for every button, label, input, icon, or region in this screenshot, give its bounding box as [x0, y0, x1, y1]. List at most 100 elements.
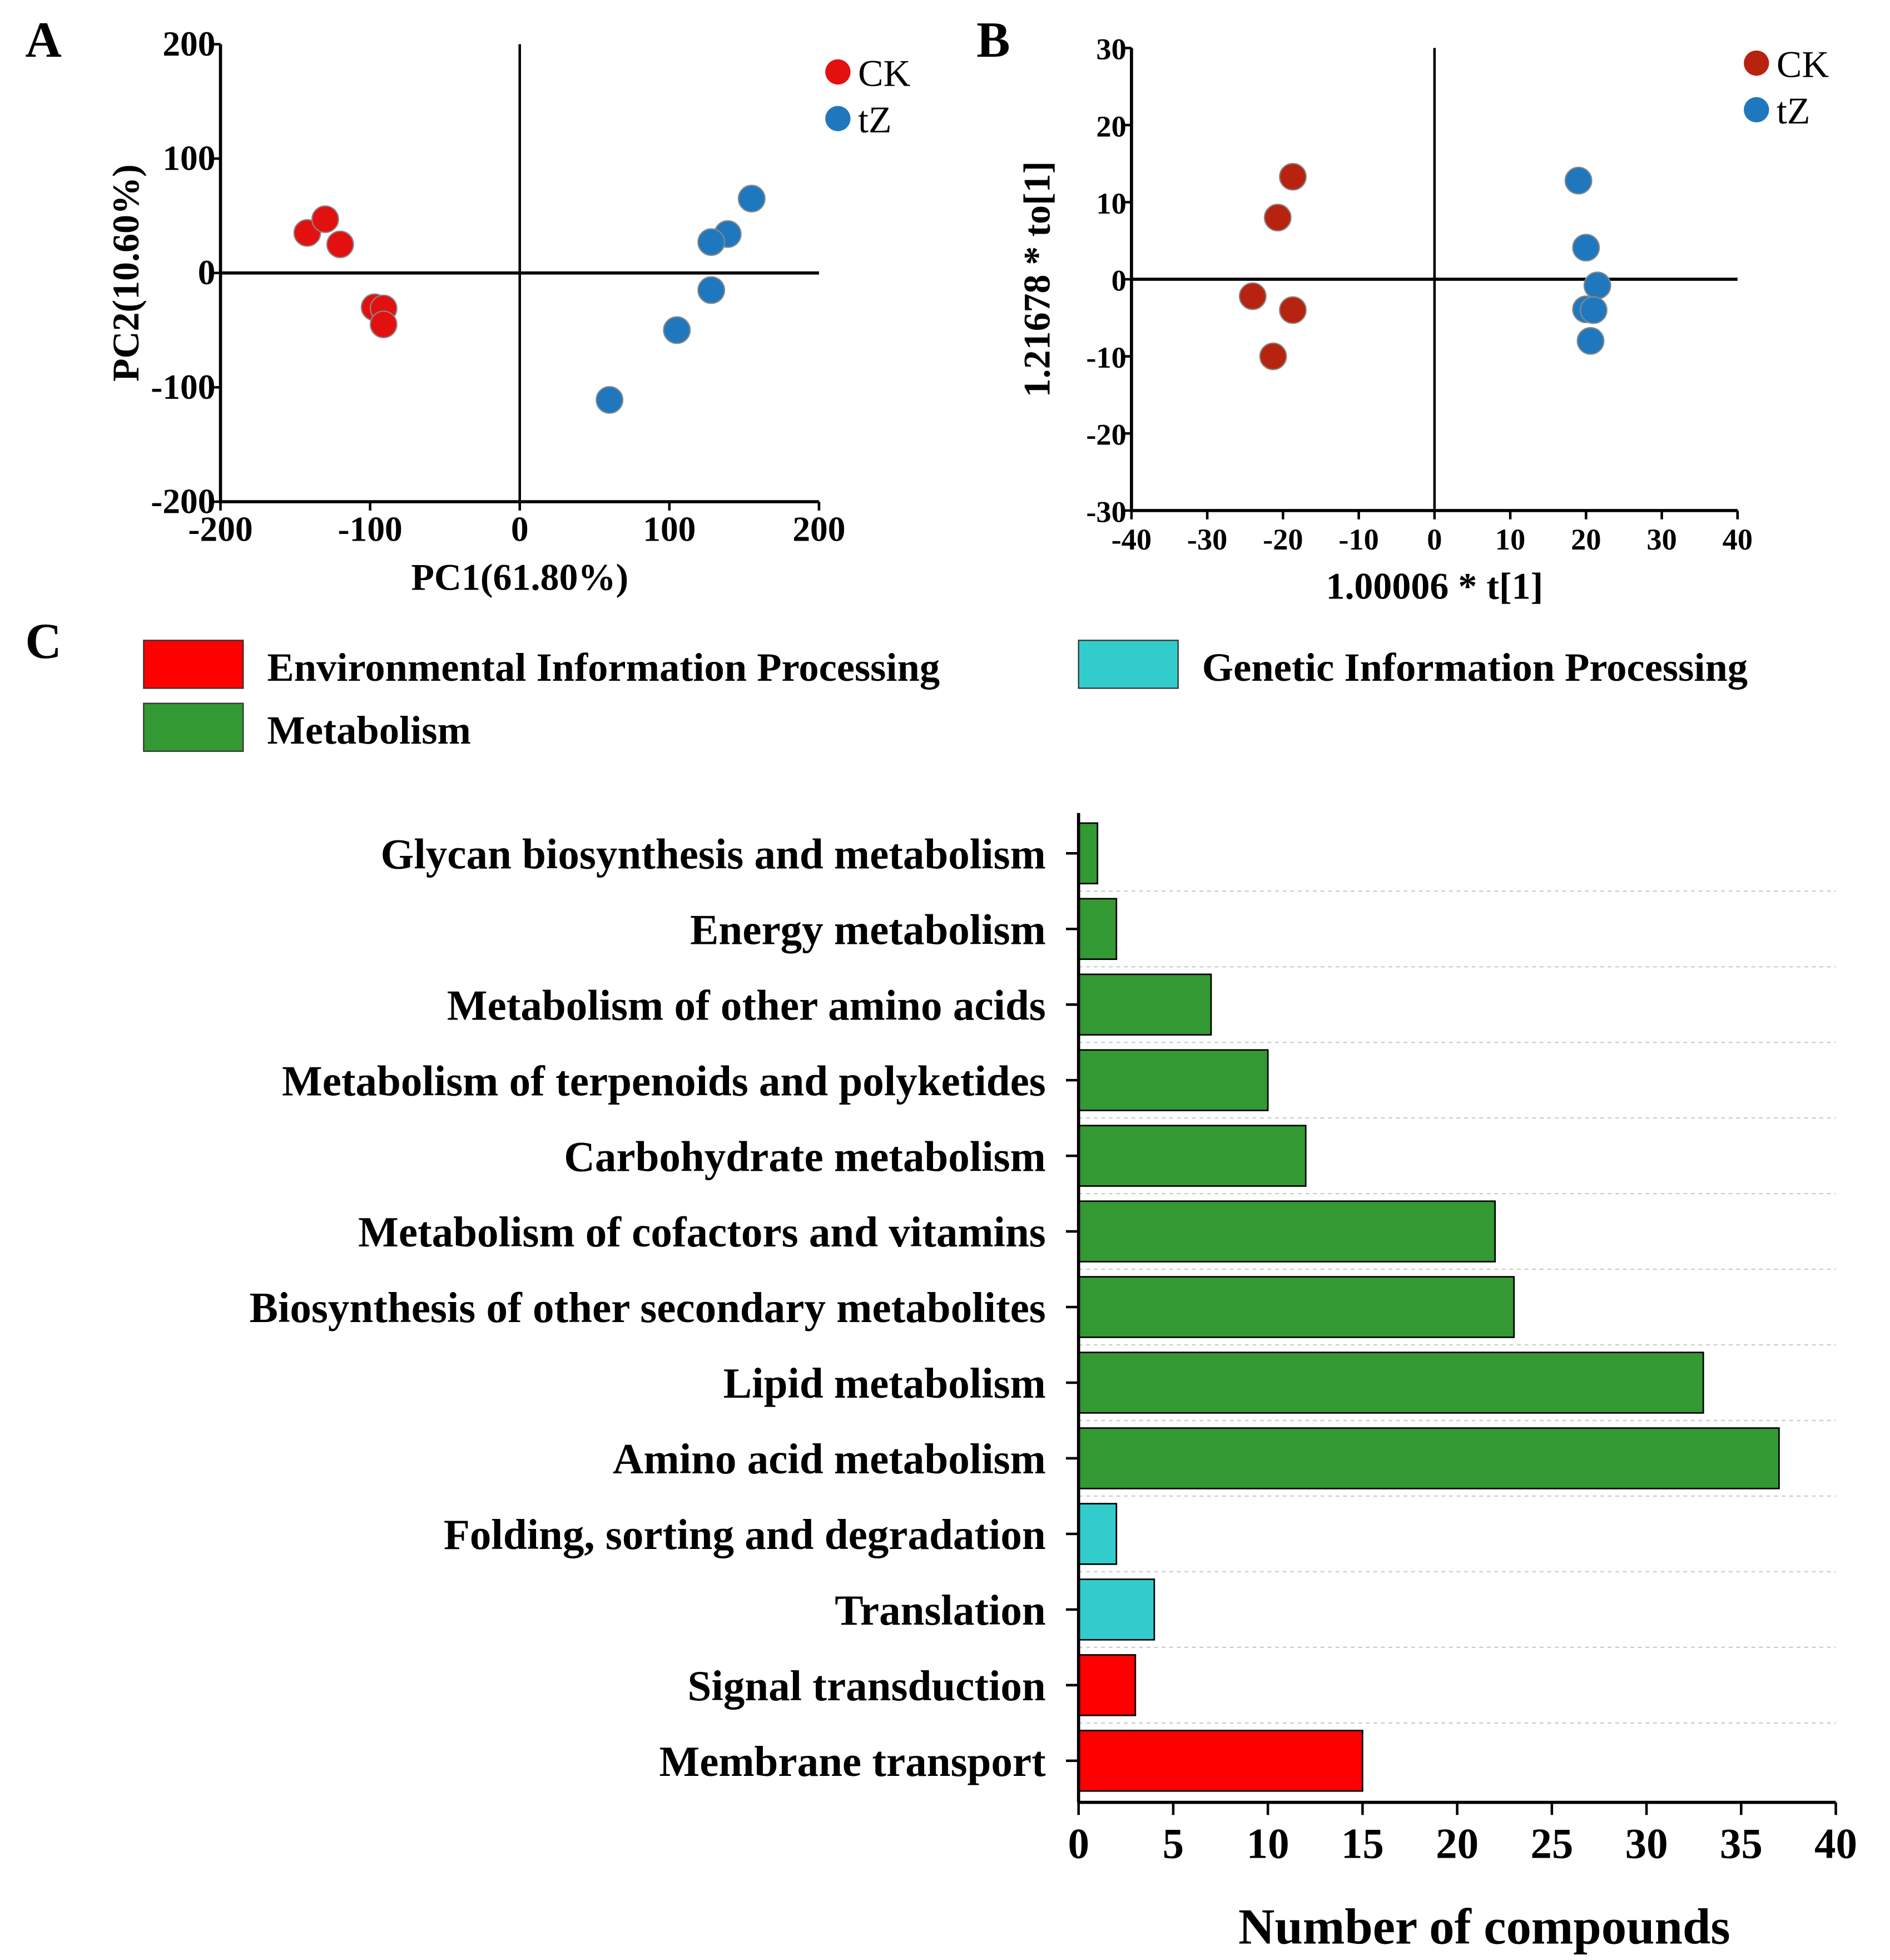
y-tick-label: 0	[1112, 264, 1127, 297]
data-point-tz	[1564, 166, 1593, 195]
data-point-tz	[697, 276, 726, 304]
x-tick-label: -20	[1263, 523, 1303, 556]
legend-label-gen: Genetic Information Processing	[1202, 645, 1748, 690]
legend-marker-ck	[1744, 50, 1769, 76]
x-tick-label: -40	[1112, 523, 1152, 556]
data-point-ck	[1279, 296, 1307, 324]
bar	[1078, 1503, 1118, 1565]
panel-a-pca: A -200 -100 0 100 200 -200 -100 0 100 200 PC1(61.80…	[25, 12, 910, 598]
legend-label-met: Metabolism	[267, 707, 470, 753]
legend-marker-tz	[825, 106, 851, 131]
x-tick-label: 200	[792, 509, 845, 548]
category-label: Amino acid metabolism	[613, 1435, 1046, 1483]
category-label: Glycan biosynthesis and metabolism	[380, 830, 1045, 878]
y-tick-label: 10	[1096, 187, 1126, 220]
x-tick-label: 0	[511, 509, 529, 548]
x-tick-label: 25	[1530, 1819, 1573, 1867]
data-point-tz	[1576, 327, 1605, 355]
bar	[1078, 1125, 1307, 1187]
x-tick-label: -30	[1187, 523, 1227, 556]
category-label: Signal transduction	[688, 1662, 1046, 1710]
category-label: Energy metabolism	[690, 905, 1046, 953]
bar	[1078, 1578, 1155, 1641]
x-tick-label: 10	[1247, 1819, 1289, 1867]
x-tick-label: 30	[1625, 1819, 1668, 1867]
legend-marker-ck	[825, 59, 851, 85]
y-tick-label: -10	[1086, 341, 1126, 374]
x-tick-label: 35	[1720, 1819, 1763, 1867]
bar	[1078, 1427, 1780, 1489]
category-label: Membrane transport	[659, 1738, 1046, 1785]
bar	[1078, 1654, 1137, 1716]
legend-label-ck: CK	[858, 52, 910, 94]
x-axis-title: 1.00006 * t[1]	[1326, 565, 1543, 607]
legend-label-env: Environmental Information Processing	[267, 645, 940, 690]
data-point-ck	[1238, 282, 1267, 310]
bar	[1078, 973, 1212, 1036]
y-tick-label: -20	[1086, 418, 1126, 452]
category-label: Metabolism of terpenoids and polyketides	[282, 1057, 1046, 1105]
x-tick-label: 30	[1646, 523, 1676, 556]
y-tick-label: -30	[1086, 495, 1126, 528]
panel-label: A	[25, 12, 61, 68]
x-tick-label: -200	[188, 509, 252, 548]
x-tick-label: 0	[1068, 1819, 1089, 1867]
data-point-ck	[1263, 204, 1292, 232]
bar	[1078, 822, 1099, 885]
data-point-ck	[326, 230, 354, 259]
category-label: Metabolism of cofactors and vitamins	[358, 1208, 1046, 1256]
y-tick-label: -200	[151, 481, 215, 521]
panel-c-kegg-bars: C Environmental Information Processing Gen…	[25, 613, 1857, 1954]
category-label: Lipid metabolism	[723, 1359, 1046, 1407]
legend-marker-tz	[1744, 97, 1769, 122]
legend-label-tz: tZ	[1777, 90, 1810, 132]
x-tick-label: 20	[1571, 523, 1601, 556]
y-tick-label: 30	[1096, 33, 1126, 66]
data-point-tz	[663, 316, 691, 344]
data-point-tz	[1572, 234, 1600, 262]
legend-swatch-gen	[1078, 640, 1179, 689]
category-label: Translation	[835, 1586, 1046, 1634]
data-point-tz	[1580, 296, 1608, 324]
data-point-tz	[737, 185, 766, 213]
x-tick-label: -10	[1338, 523, 1378, 556]
x-tick-label: 10	[1495, 523, 1525, 556]
y-tick-label: 0	[198, 253, 216, 292]
data-point-tz	[1583, 271, 1611, 300]
data-point-ck	[1279, 162, 1307, 191]
category-label: Carbohydrate metabolism	[564, 1132, 1046, 1180]
x-tick-label: 100	[643, 509, 696, 548]
data-point-ck	[1259, 342, 1287, 370]
data-point-ck	[369, 310, 398, 339]
bar	[1078, 1049, 1269, 1111]
panel-b-oplsda: B-40 -30 -20 -10 0 10 20 30 40-30-20-1001020301.…	[976, 12, 1829, 607]
data-point-tz	[596, 386, 624, 414]
bar	[1078, 898, 1118, 960]
y-axis-title: 1.21678 * to[1]	[1016, 161, 1058, 398]
legend-label-ck: CK	[1777, 43, 1829, 85]
x-tick-label: 15	[1341, 1819, 1384, 1867]
category-label: Metabolism of other amino acids	[447, 981, 1046, 1029]
legend-swatch-met	[143, 702, 244, 752]
data-point-tz	[697, 228, 726, 256]
legend-swatch-env	[143, 640, 244, 689]
x-tick-label: -100	[338, 509, 402, 548]
x-tick-label: 20	[1436, 1819, 1479, 1867]
y-tick-label: -100	[151, 367, 215, 407]
data-point-ck	[311, 205, 339, 234]
y-axis-title: PC2(10.60%)	[105, 164, 147, 382]
category-label: Folding, sorting and degradation	[444, 1511, 1046, 1558]
y-tick-label: 20	[1096, 110, 1126, 143]
bar	[1078, 1276, 1515, 1338]
x-axis-title: PC1(61.80%)	[411, 556, 628, 598]
x-tick-label: 40	[1814, 1819, 1857, 1867]
bar	[1078, 1200, 1496, 1263]
bar	[1078, 1730, 1363, 1792]
x-tick-label: 5	[1163, 1819, 1184, 1867]
x-tick-label: 0	[1427, 523, 1442, 556]
legend-label-tz: tZ	[858, 98, 891, 141]
x-axis-title: Number of compounds	[1238, 1898, 1730, 1954]
y-tick-label: 100	[162, 138, 215, 178]
panel-label: B	[976, 12, 1010, 68]
